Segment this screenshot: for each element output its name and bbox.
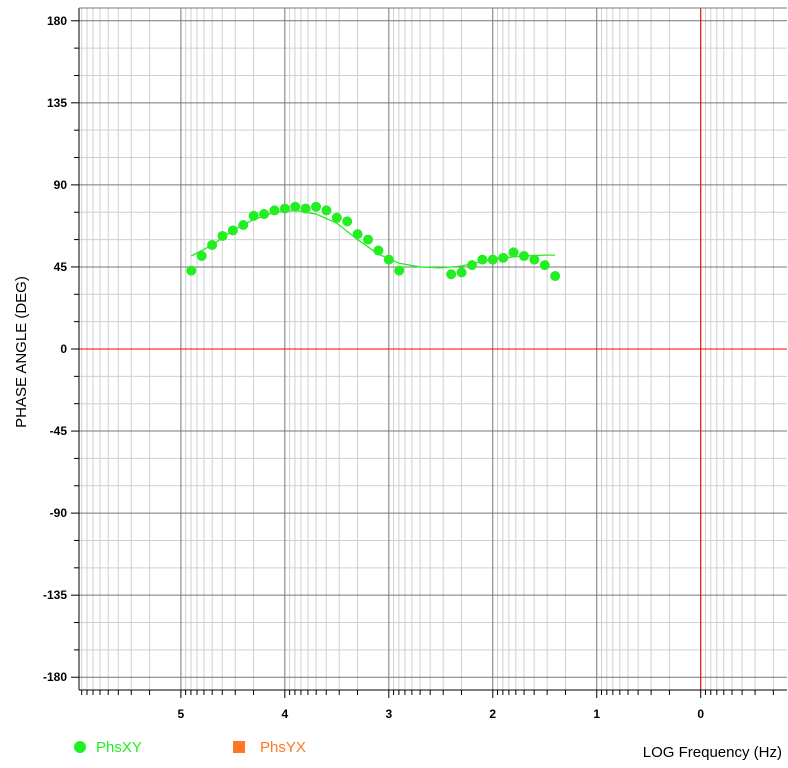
legend: PhsXY PhsYX [74, 739, 306, 756]
data-point-phsxy [290, 201, 301, 212]
data-point-phsxy [394, 265, 405, 276]
y-tick-label: 90 [54, 178, 68, 192]
y-tick-label: 0 [60, 342, 67, 356]
legend-label-phsyx: PhsYX [260, 739, 306, 756]
data-point-phsxy [207, 240, 218, 251]
data-point-phsxy [186, 265, 197, 276]
x-tick-label: 0 [697, 707, 704, 721]
data-point-phsxy [300, 203, 311, 214]
legend-label-phsxy: PhsXY [96, 739, 142, 756]
data-point-phsxy [363, 234, 374, 245]
data-point-phsxy [227, 225, 238, 236]
data-point-phsxy [518, 251, 529, 261]
y-axis-title: PHASE ANGLE (DEG) [13, 276, 30, 428]
data-point-phsxy [269, 205, 280, 216]
data-point-phsxy [550, 271, 561, 282]
x-tick-label: 1 [593, 707, 600, 721]
data-point-phsxy [331, 212, 342, 223]
data-point-phsxy [456, 267, 467, 278]
data-point-phsxy [238, 220, 249, 230]
y-tick-label: 45 [54, 260, 68, 274]
data-point-phsxy [352, 229, 363, 240]
y-tick-label: -135 [43, 588, 67, 602]
y-tick-label: -180 [43, 670, 67, 684]
x-tick-label: 5 [178, 707, 185, 721]
x-tick-label: 3 [385, 707, 392, 721]
y-tick-label: -45 [50, 424, 68, 438]
data-point-phsxy [477, 254, 488, 265]
data-point-phsxy [498, 252, 509, 263]
y-tick-label: 135 [47, 96, 67, 110]
data-point-phsxy [196, 251, 207, 261]
y-tick-label: 180 [47, 14, 67, 28]
data-point-phsxy [539, 260, 550, 271]
legend-marker-phsyx [233, 741, 245, 753]
data-point-phsxy [508, 247, 519, 258]
data-point-phsxy [487, 254, 498, 265]
data-point-phsxy [321, 205, 332, 216]
data-point-phsxy [217, 230, 228, 241]
y-tick-label: -90 [50, 506, 68, 520]
data-point-phsxy [373, 245, 384, 256]
data-point-phsxy [529, 254, 540, 265]
data-point-phsxy [383, 254, 394, 265]
x-tick-label: 2 [489, 707, 496, 721]
data-point-phsxy [259, 209, 270, 220]
x-tick-label: 4 [282, 707, 289, 721]
data-point-phsxy [342, 216, 353, 227]
x-axis-title: LOG Frequency (Hz) [643, 744, 782, 761]
data-point-phsxy [248, 210, 259, 221]
data-point-phsxy [311, 201, 322, 212]
data-point-phsxy [466, 260, 477, 271]
legend-marker-phsxy [74, 741, 86, 753]
data-point-phsxy [279, 203, 290, 214]
data-point-phsxy [446, 269, 457, 280]
